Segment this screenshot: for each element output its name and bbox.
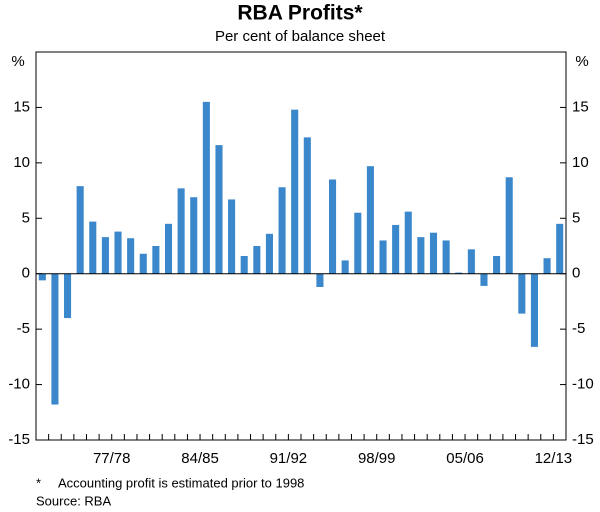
y2-tick-label: -5 bbox=[572, 320, 585, 337]
bar bbox=[316, 273, 324, 288]
bar bbox=[127, 238, 135, 274]
y-tick-label: -10 bbox=[8, 376, 30, 393]
y2-tick-label: -15 bbox=[572, 431, 594, 448]
y-tick-label: -5 bbox=[17, 320, 30, 337]
bar bbox=[404, 211, 412, 274]
bar bbox=[530, 273, 538, 347]
bar bbox=[64, 273, 72, 319]
bar bbox=[215, 145, 223, 274]
bar bbox=[493, 255, 501, 274]
note-text: Accounting profit is estimated prior to … bbox=[58, 475, 304, 490]
bar bbox=[417, 237, 425, 274]
bar bbox=[505, 177, 513, 274]
chart-subtitle: Per cent of balance sheet bbox=[215, 28, 386, 45]
bar bbox=[392, 224, 400, 274]
bar bbox=[253, 246, 261, 274]
bar bbox=[164, 223, 173, 274]
bar bbox=[228, 199, 236, 274]
bar bbox=[89, 221, 97, 274]
y-tick-label: -15 bbox=[8, 431, 30, 448]
y2-tick-label: 10 bbox=[572, 154, 589, 171]
bar bbox=[291, 109, 299, 274]
bar bbox=[114, 231, 122, 274]
bar bbox=[139, 253, 147, 274]
bar bbox=[467, 249, 475, 274]
bar bbox=[38, 273, 46, 281]
bar bbox=[442, 240, 450, 274]
bar bbox=[329, 179, 337, 274]
bar bbox=[480, 273, 488, 286]
y-tick-label: 0 bbox=[22, 265, 30, 282]
bar bbox=[379, 240, 387, 274]
bar bbox=[51, 273, 59, 405]
y-tick-label: 15 bbox=[13, 98, 30, 115]
bar bbox=[265, 233, 273, 274]
y-tick-label: 10 bbox=[13, 154, 30, 171]
bar bbox=[341, 260, 349, 274]
y-axis-label: % bbox=[11, 53, 24, 70]
bar bbox=[152, 246, 160, 274]
bar bbox=[303, 137, 311, 274]
x-tick-label: 84/85 bbox=[181, 450, 219, 467]
bar bbox=[354, 212, 362, 274]
bar bbox=[455, 272, 463, 274]
bar bbox=[76, 186, 84, 274]
y-tick-label: 5 bbox=[22, 209, 30, 226]
bar bbox=[543, 258, 551, 274]
y2-tick-label: 15 bbox=[572, 98, 589, 115]
bar bbox=[366, 166, 374, 274]
source: Source: RBA bbox=[36, 493, 111, 508]
x-tick-label: 05/06 bbox=[446, 450, 484, 467]
bar bbox=[240, 255, 248, 274]
bar bbox=[101, 237, 109, 274]
y2-tick-label: 5 bbox=[572, 209, 580, 226]
bar bbox=[556, 223, 564, 274]
x-tick-label: 91/92 bbox=[270, 450, 308, 467]
y2-tick-label: -10 bbox=[572, 376, 594, 393]
bar bbox=[190, 197, 198, 274]
x-tick-label: 12/13 bbox=[535, 450, 573, 467]
note-marker: * bbox=[36, 475, 41, 490]
x-tick-label: 77/78 bbox=[93, 450, 131, 467]
bar bbox=[429, 232, 438, 274]
x-tick-label: 98/99 bbox=[358, 450, 396, 467]
bar bbox=[177, 188, 185, 274]
y2-axis-label: % bbox=[575, 53, 588, 70]
bar bbox=[518, 273, 526, 314]
bar bbox=[278, 187, 286, 274]
bar bbox=[202, 101, 210, 274]
y2-tick-label: 0 bbox=[572, 265, 580, 282]
chart-title: RBA Profits* bbox=[237, 2, 363, 25]
